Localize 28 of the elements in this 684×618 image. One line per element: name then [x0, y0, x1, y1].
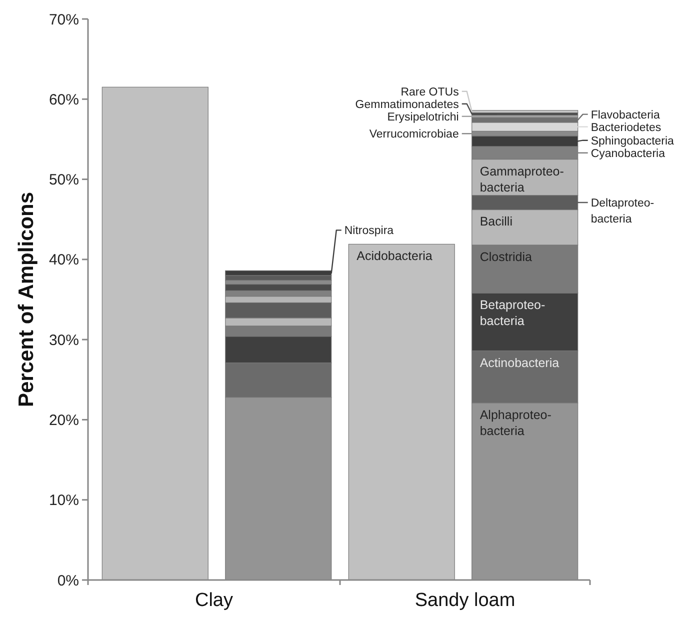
legend-label: Deltaproteo- bacteria — [590, 198, 654, 226]
series-label: Verrucomicrobiae — [369, 128, 459, 141]
series-label: Alphaproteo- bacteria — [480, 408, 552, 438]
series-label: Acidobacteria — [356, 249, 432, 264]
y-tick-label: 20% — [48, 412, 79, 429]
y-tick-label: 70% — [48, 11, 79, 28]
series-label: Bacilli — [480, 214, 513, 229]
y-tick-label: 60% — [48, 91, 79, 108]
series-label: Gemmatimonadetes — [355, 98, 460, 111]
legend-label: Bacteriodetes — [590, 122, 662, 134]
series-label: Actinobacteria — [480, 356, 560, 370]
y-tick-label: 50% — [48, 172, 79, 189]
y-tick-label: 10% — [48, 492, 79, 510]
series-label: Gammaproteo- bacteria — [480, 164, 564, 194]
text: Nitrospira — [344, 225, 394, 238]
series-label: Clostridia — [480, 250, 532, 264]
series-label: Erysipelotrichi — [387, 111, 459, 124]
text: Clay — [194, 590, 234, 611]
y-tick-label: 40% — [48, 252, 79, 269]
legend-label: Sphingobacteria — [590, 135, 675, 148]
y-tick-label: 0% — [57, 572, 79, 590]
series-label: Betaproteo- bacteria — [480, 298, 546, 328]
legend-label: Cyanobacteria — [590, 148, 666, 160]
legend-label: Flavobacteria — [590, 109, 660, 122]
text: Sandy loam — [414, 590, 516, 611]
series-label: Rare OTUs — [400, 86, 460, 98]
y-tick-label: 30% — [48, 332, 79, 349]
y-axis-title: Percent of Amplicons — [15, 192, 38, 408]
